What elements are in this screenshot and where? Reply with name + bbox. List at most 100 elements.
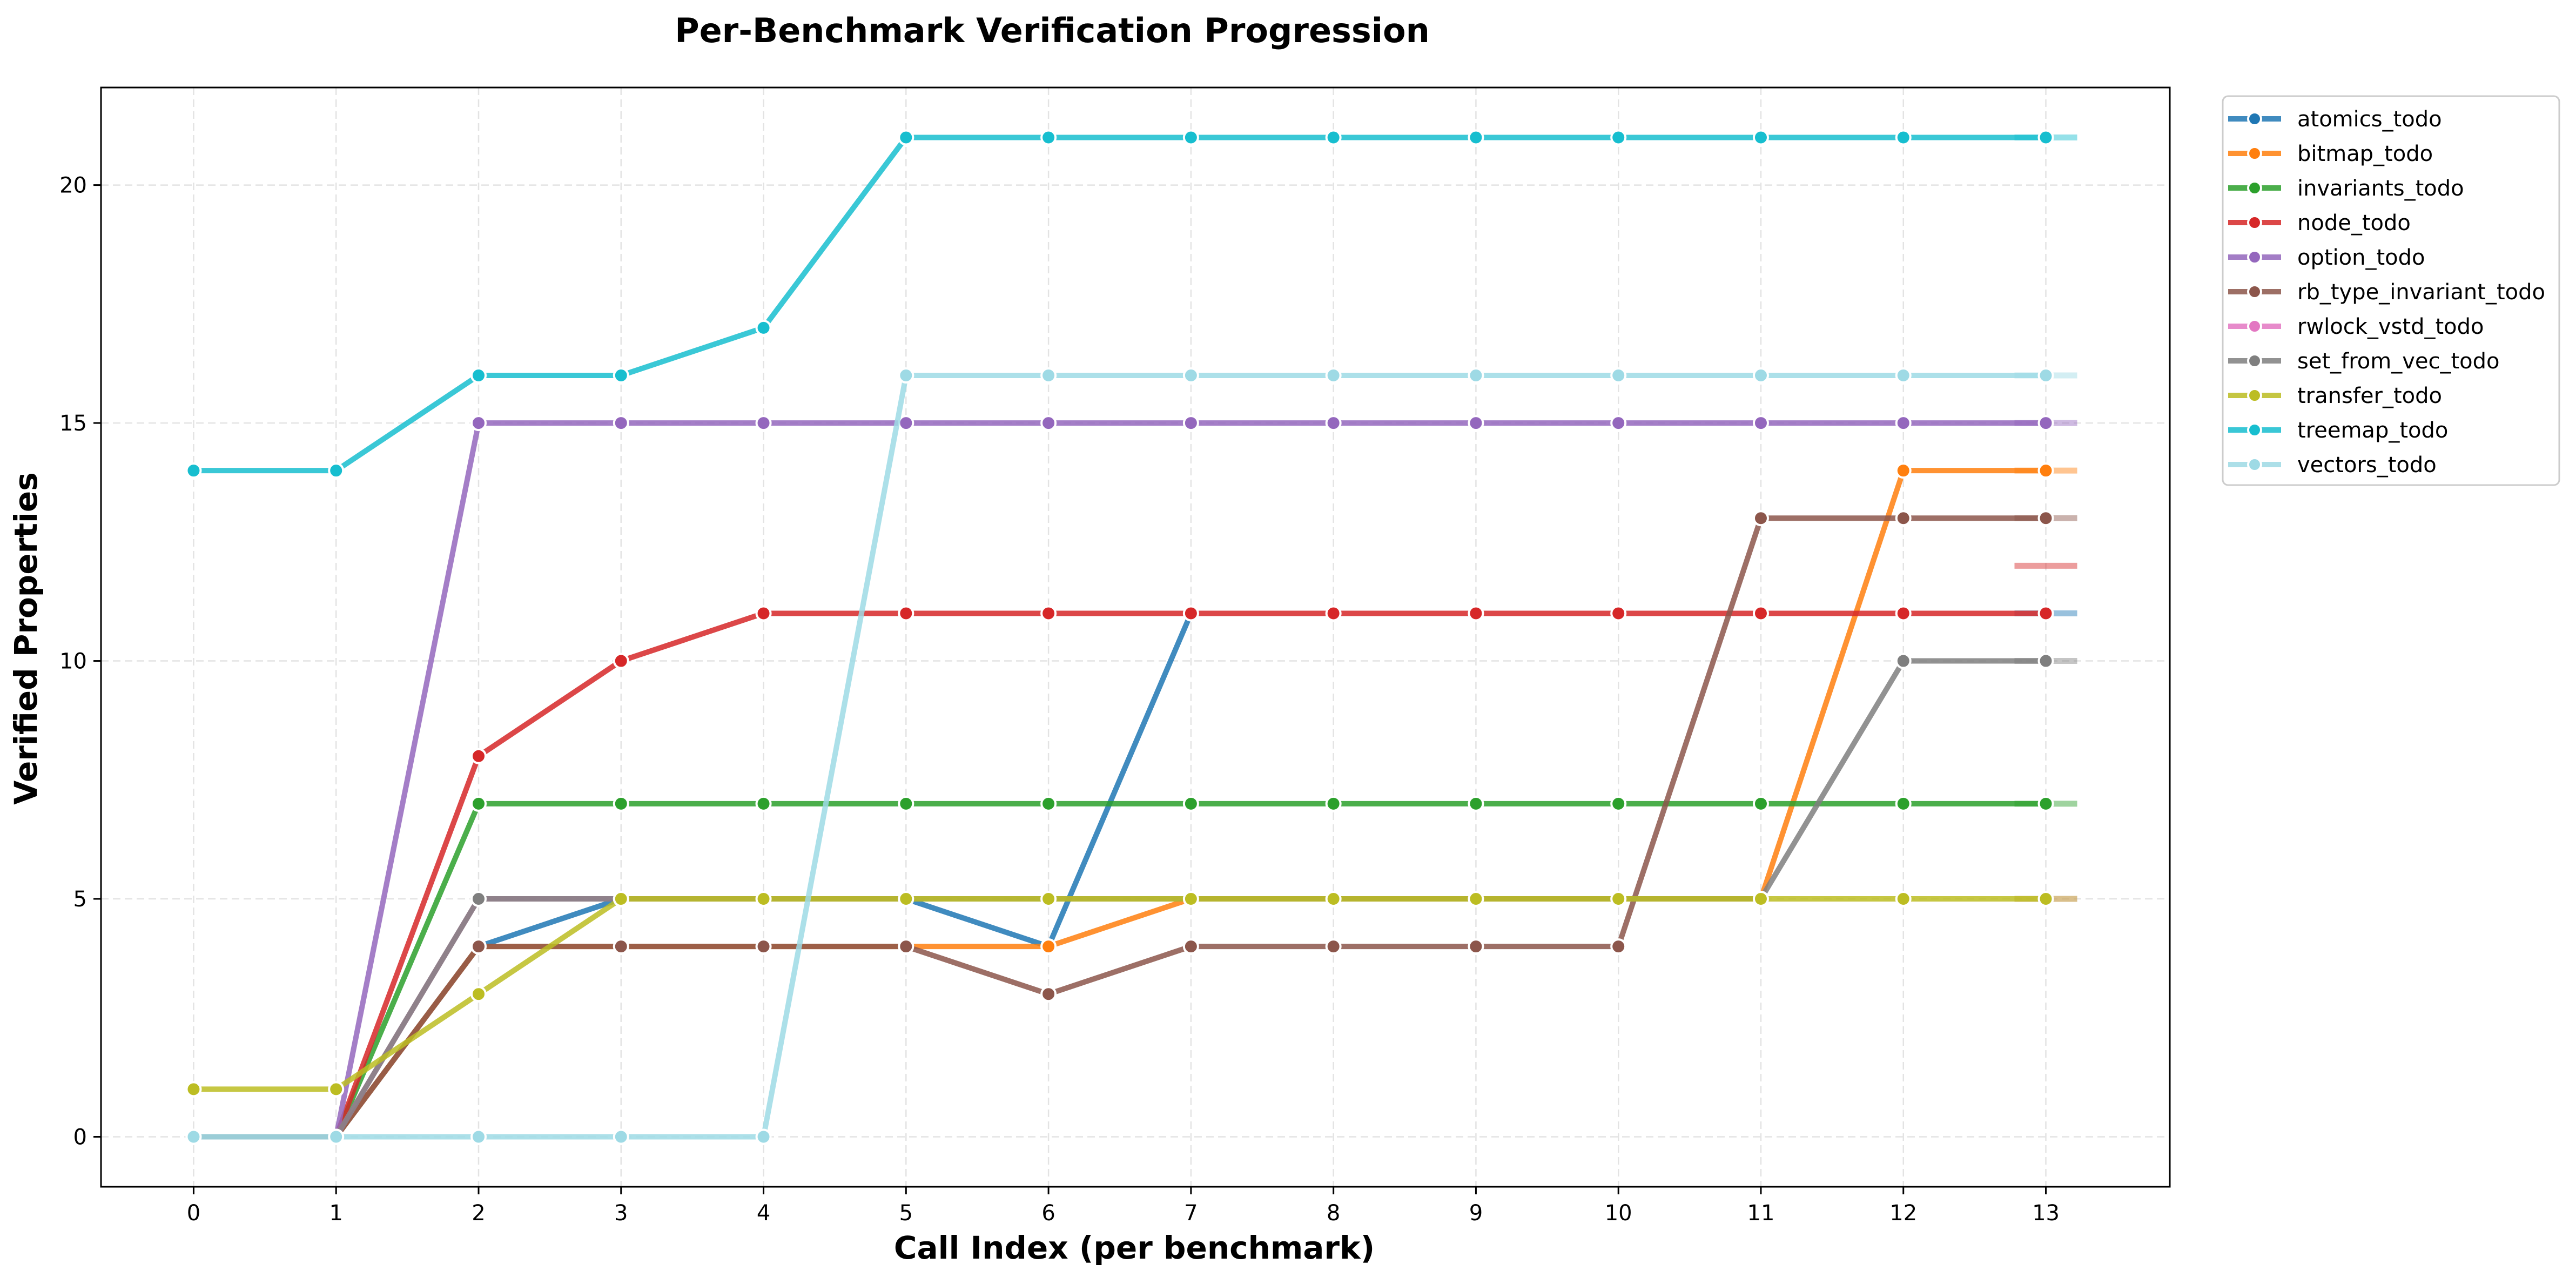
data-point	[1182, 605, 1199, 622]
legend-entry: treemap_todo	[2228, 418, 2448, 443]
legend-entry: atomics_todo	[2228, 107, 2442, 132]
data-point	[328, 462, 345, 479]
data-point	[470, 1128, 487, 1145]
legend-swatch-marker	[2247, 319, 2262, 334]
data-point	[1610, 129, 1627, 146]
data-point	[1610, 415, 1627, 432]
legend-swatch-marker	[2247, 215, 2262, 230]
data-point	[1468, 795, 1484, 812]
legend-swatch-marker	[2247, 111, 2262, 126]
data-point	[1895, 462, 1912, 479]
y-tick-label: 0	[73, 1125, 87, 1150]
x-tick-label: 1	[329, 1201, 343, 1226]
data-point	[328, 1128, 345, 1145]
data-point	[1895, 415, 1912, 432]
data-point	[1325, 367, 1342, 384]
data-point	[1752, 795, 1769, 812]
data-point	[1610, 891, 1627, 907]
data-point	[470, 891, 487, 907]
data-point	[898, 795, 914, 812]
y-tick-label: 20	[59, 173, 87, 198]
data-point	[755, 938, 772, 955]
data-point	[1610, 605, 1627, 622]
data-point	[1040, 415, 1057, 432]
data-point	[1752, 891, 1769, 907]
data-point	[1182, 129, 1199, 146]
x-tick-label: 5	[899, 1201, 913, 1226]
legend-label: rb_type_invariant_todo	[2297, 280, 2545, 305]
y-tick-label: 10	[59, 649, 87, 674]
legend: atomics_todo bitmap_todo invariants_todono…	[2222, 95, 2560, 486]
legend-entry: transfer_todo	[2228, 384, 2442, 408]
data-point	[1752, 510, 1769, 527]
data-point	[1182, 367, 1199, 384]
data-point	[1752, 129, 1769, 146]
data-point	[1468, 415, 1484, 432]
x-tick-label: 10	[1605, 1201, 1632, 1226]
series-line	[191, 515, 2049, 1140]
data-point	[1182, 795, 1199, 812]
data-point	[1040, 891, 1057, 907]
x-tick-label: 12	[1889, 1201, 1917, 1226]
legend-swatch-marker	[2247, 250, 2262, 265]
data-point	[1895, 510, 1912, 527]
data-point	[185, 462, 202, 479]
data-point	[1610, 795, 1627, 812]
legend-swatch-marker	[2247, 388, 2262, 403]
data-point	[755, 1128, 772, 1145]
series-line	[191, 420, 2049, 1140]
data-point	[1325, 415, 1342, 432]
legend-label: transfer_todo	[2297, 384, 2442, 408]
data-point	[898, 415, 914, 432]
data-point	[2037, 653, 2054, 669]
legend-label: vectors_todo	[2297, 453, 2437, 478]
data-point	[613, 938, 629, 955]
legend-entry: set_from_vec_todo	[2228, 349, 2500, 374]
data-point	[1895, 653, 1912, 669]
data-point	[1040, 367, 1057, 384]
x-tick-label: 7	[1184, 1201, 1198, 1226]
data-point	[1752, 415, 1769, 432]
x-tick-label: 3	[614, 1201, 628, 1226]
x-tick-label: 0	[187, 1201, 200, 1226]
data-point	[185, 1081, 202, 1098]
data-point	[755, 891, 772, 907]
data-point	[1040, 795, 1057, 812]
data-point	[2037, 795, 2054, 812]
data-point	[1895, 605, 1912, 622]
legend-entry: rb_type_invariant_todo	[2228, 280, 2545, 305]
data-point	[1895, 891, 1912, 907]
series-rb_type_invariant_todo	[185, 510, 2054, 1145]
y-axis-label: Verified Properties	[8, 472, 44, 804]
data-point	[613, 795, 629, 812]
data-point	[470, 938, 487, 955]
data-point	[470, 986, 487, 1003]
legend-entry: invariants_todo	[2228, 176, 2464, 201]
data-point	[755, 795, 772, 812]
data-point	[470, 415, 487, 432]
legend-label: node_todo	[2297, 211, 2411, 236]
series-line	[191, 610, 2049, 1140]
data-point	[1895, 367, 1912, 384]
x-tick-label: 6	[1041, 1201, 1055, 1226]
y-tick-label: 5	[73, 887, 87, 912]
legend-swatch-marker	[2247, 146, 2262, 161]
legend-label: rwlock_vstd_todo	[2297, 314, 2484, 339]
data-point	[1610, 938, 1627, 955]
data-point	[1182, 891, 1199, 907]
x-tick-label: 2	[472, 1201, 485, 1226]
data-point	[1325, 129, 1342, 146]
legend-entry: rwlock_vstd_todo	[2228, 314, 2484, 339]
data-point	[1325, 938, 1342, 955]
x-axis-label: Call Index (per benchmark)	[894, 1229, 1375, 1266]
series-line	[191, 896, 2049, 1092]
data-point	[2037, 605, 2054, 622]
data-point	[1468, 129, 1484, 146]
chart-title: Per-Benchmark Verification Progression	[675, 11, 1430, 50]
x-tick-label: 11	[1747, 1201, 1775, 1226]
series-layer	[185, 129, 2054, 1145]
data-point	[1040, 605, 1057, 622]
legend-label: bitmap_todo	[2297, 142, 2433, 166]
data-point	[755, 319, 772, 336]
